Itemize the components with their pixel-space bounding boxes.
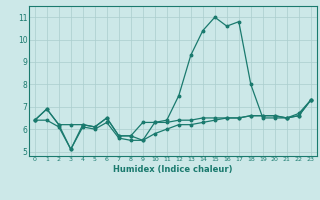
X-axis label: Humidex (Indice chaleur): Humidex (Indice chaleur) — [113, 165, 233, 174]
